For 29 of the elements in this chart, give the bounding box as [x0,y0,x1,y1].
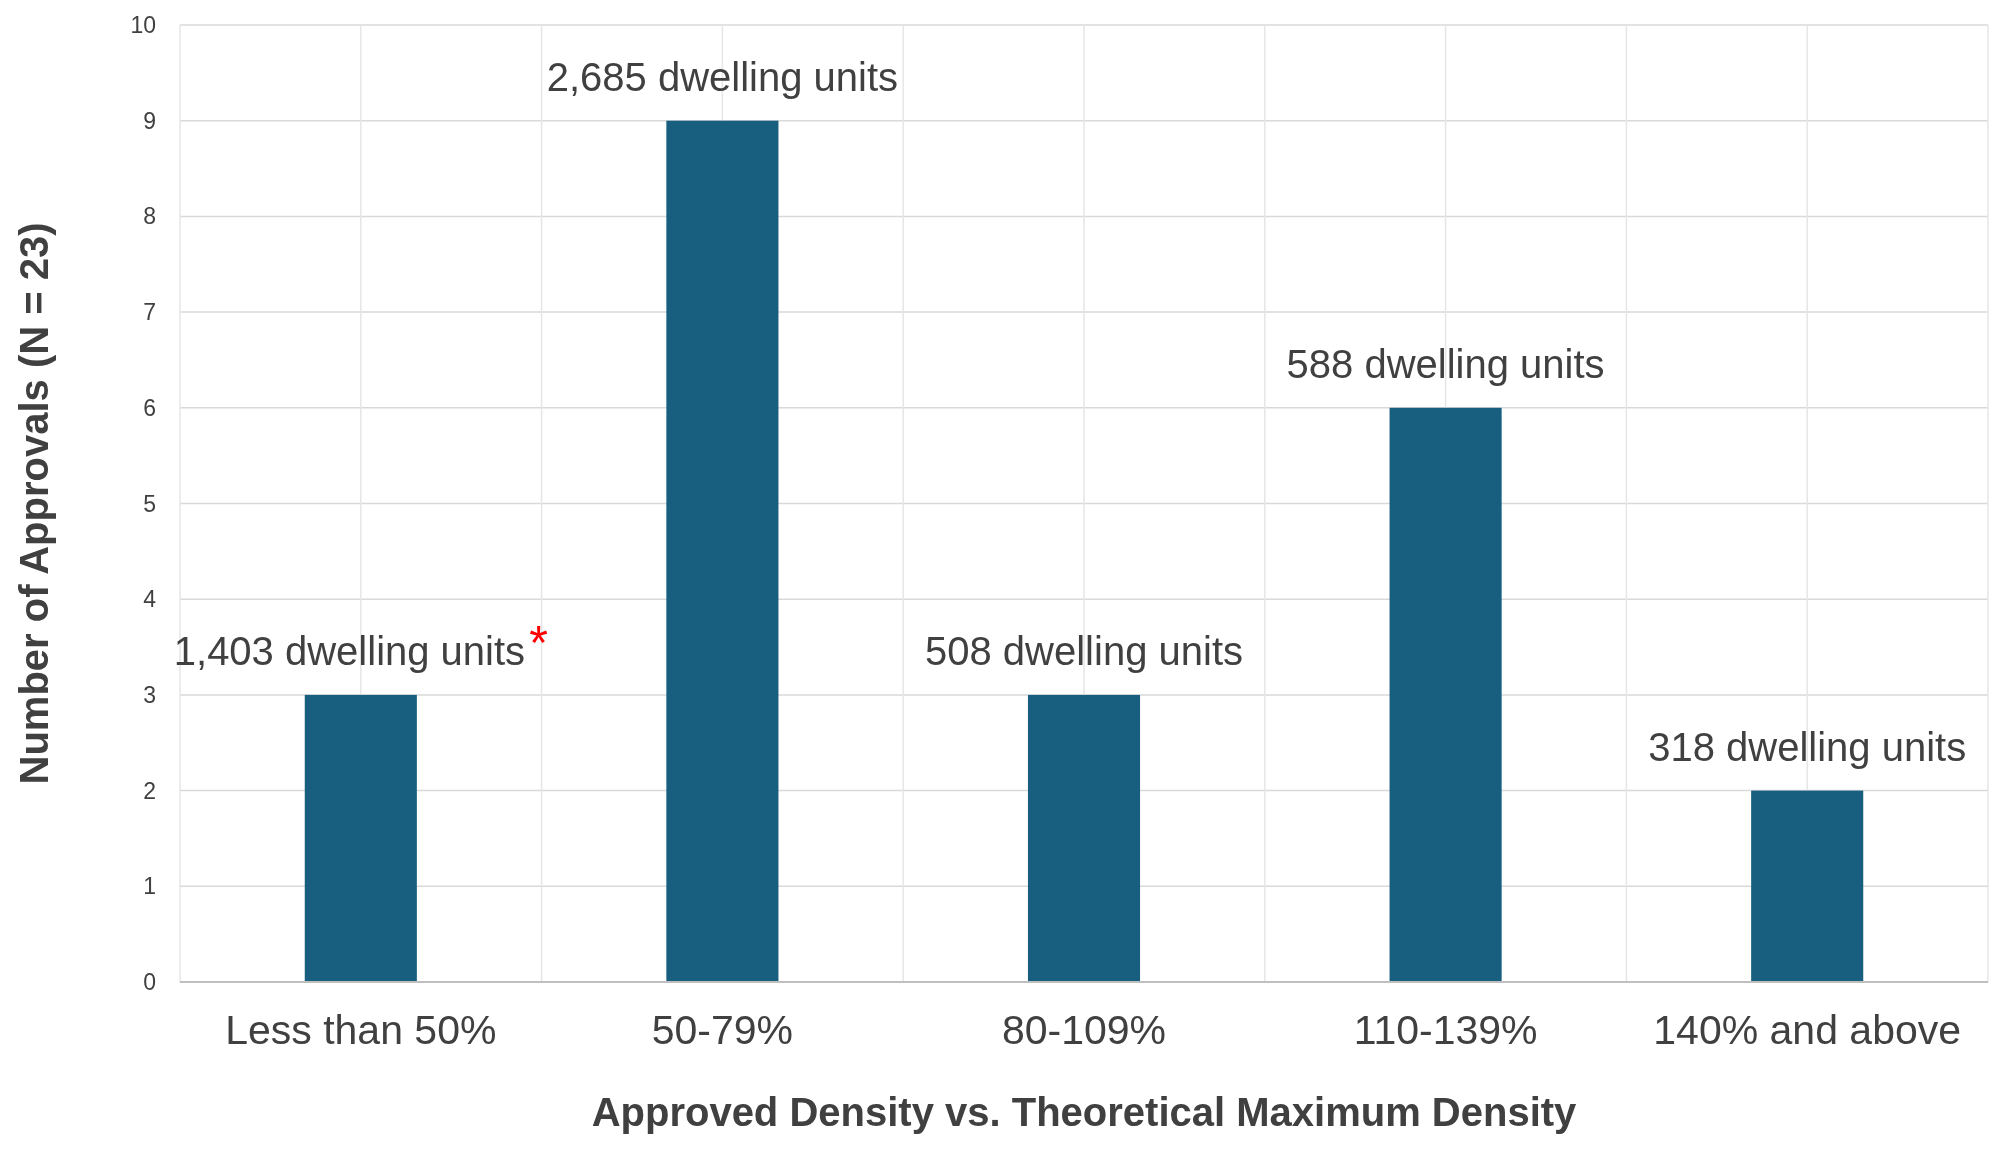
x-tick-label: 50-79% [651,1007,794,1053]
y-tick-label: 7 [143,299,156,326]
y-axis-title: Number of Approvals (N = 23) [12,222,56,785]
bar [1027,694,1141,982]
x-tick-label: 110-139% [1353,1007,1538,1053]
annotation: 1,403 dwelling units [173,628,526,673]
bar [1751,790,1864,982]
x-axis-title: Approved Density vs. Theoretical Maximum Density [591,1090,1578,1134]
x-tick-label: 140% and above [1653,1007,1962,1053]
x-tick-label: 80-109% [1001,1007,1167,1053]
bar [1389,407,1502,982]
annotation: 2,685 dwelling units [546,54,899,99]
y-tick-label: 0 [143,969,156,996]
y-tick-label: 6 [143,394,156,421]
annotation: * [529,615,548,669]
bar [666,120,779,982]
bar [304,694,417,982]
x-tick-label: Less than 50% [225,1007,497,1053]
y-tick-label: 9 [143,107,156,134]
y-tick-label: 2 [143,777,156,804]
annotation: 588 dwelling units [1286,341,1605,386]
y-tick-label: 8 [143,203,156,230]
y-tick-label: 4 [143,586,157,613]
y-tick-label: 3 [143,681,156,708]
y-tick-label: 1 [143,873,156,900]
annotation: 508 dwelling units [925,628,1243,673]
y-tick-label: 10 [130,12,156,39]
annotation: 318 dwelling units [1648,724,1967,769]
y-tick-label: 5 [143,490,156,517]
